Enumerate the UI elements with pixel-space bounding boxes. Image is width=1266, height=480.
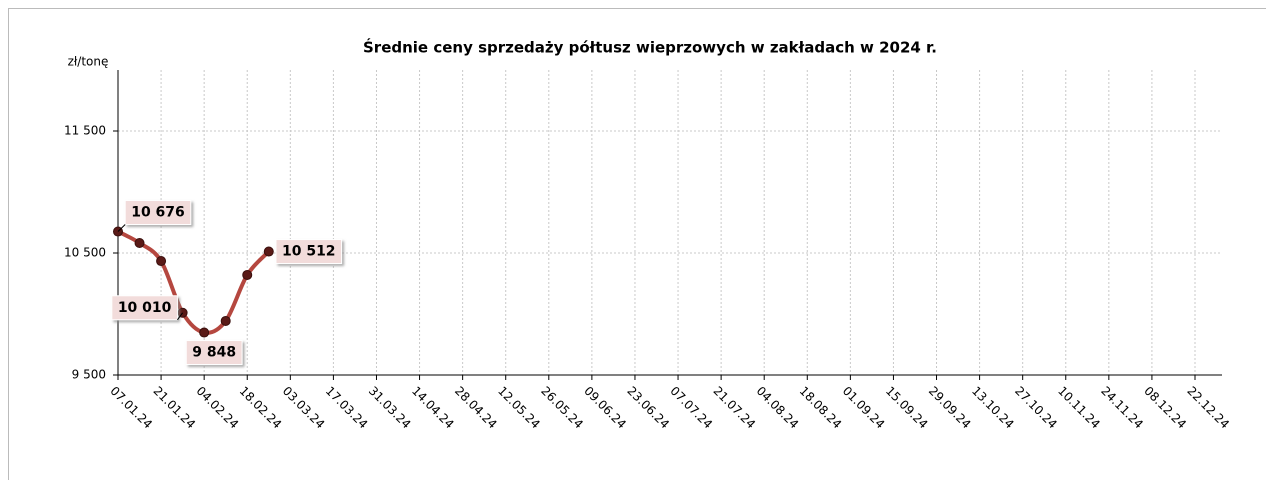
chart-frame (8, 8, 1266, 480)
x-tick-label: 14.04.24 (409, 384, 457, 432)
value-label-group: 10 010 (111, 295, 184, 321)
x-tick-label: 21.01.24 (150, 384, 198, 432)
x-tick-label: 18.02.24 (237, 384, 285, 432)
x-tick-label: 01.09.24 (840, 384, 888, 432)
value-label: 10 010 (118, 300, 172, 316)
x-tick-label: 27.10.24 (1012, 384, 1060, 432)
x-tick-label: 08.12.24 (1141, 384, 1189, 432)
chart-title: Średnie ceny sprzedaży półtusz wieprzowy… (363, 38, 937, 57)
value-label-box (124, 200, 192, 226)
x-tick-label: 15.09.24 (883, 384, 931, 432)
value-label-box (275, 239, 343, 265)
x-tick-label: 22.12.24 (1184, 384, 1232, 432)
x-tick-label: 29.09.24 (926, 384, 974, 432)
x-tick-label: 31.03.24 (366, 384, 414, 432)
x-tick-label: 04.08.24 (754, 384, 802, 432)
y-tick-label: 10 500 (64, 246, 106, 260)
x-tick-label: 23.06.24 (624, 384, 672, 432)
marker (220, 315, 231, 326)
x-tick-label: 03.03.24 (280, 384, 328, 432)
marker (134, 237, 145, 248)
x-tick-label: 04.02.24 (194, 384, 242, 432)
x-tick-label: 13.10.24 (969, 384, 1017, 432)
value-label: 10 512 (282, 244, 336, 260)
x-tick-label: 26.05.24 (538, 384, 586, 432)
x-tick-label: 21.07.24 (711, 384, 759, 432)
x-tick-label: 17.03.24 (323, 384, 371, 432)
y-axis-label: zł/tonę (68, 55, 109, 69)
x-tick-label: 24.11.24 (1098, 384, 1146, 432)
value-label-group: 9 848 (185, 340, 243, 366)
value-label-box (185, 340, 243, 366)
value-label: 9 848 (192, 345, 236, 361)
marker (199, 327, 210, 338)
y-tick-label: 11 500 (64, 124, 106, 138)
leader-line (177, 312, 184, 321)
value-label-group: 10 676 (117, 200, 192, 232)
value-label: 10 676 (131, 205, 185, 221)
x-tick-label: 07.07.24 (667, 384, 715, 432)
value-label-group: 10 512 (275, 239, 343, 265)
x-tick-label: 10.11.24 (1055, 384, 1103, 432)
marker (242, 269, 253, 280)
x-tick-label: 12.05.24 (495, 384, 543, 432)
y-tick-label: 9 500 (72, 368, 106, 382)
x-tick-label: 09.06.24 (581, 384, 629, 432)
leader-line (117, 224, 126, 232)
marker (263, 246, 274, 257)
value-label-box (111, 295, 178, 321)
x-tick-label: 18.08.24 (797, 384, 845, 432)
x-tick-label: 07.01.24 (107, 384, 155, 432)
x-tick-label: 28.04.24 (452, 384, 500, 432)
marker (156, 256, 167, 267)
